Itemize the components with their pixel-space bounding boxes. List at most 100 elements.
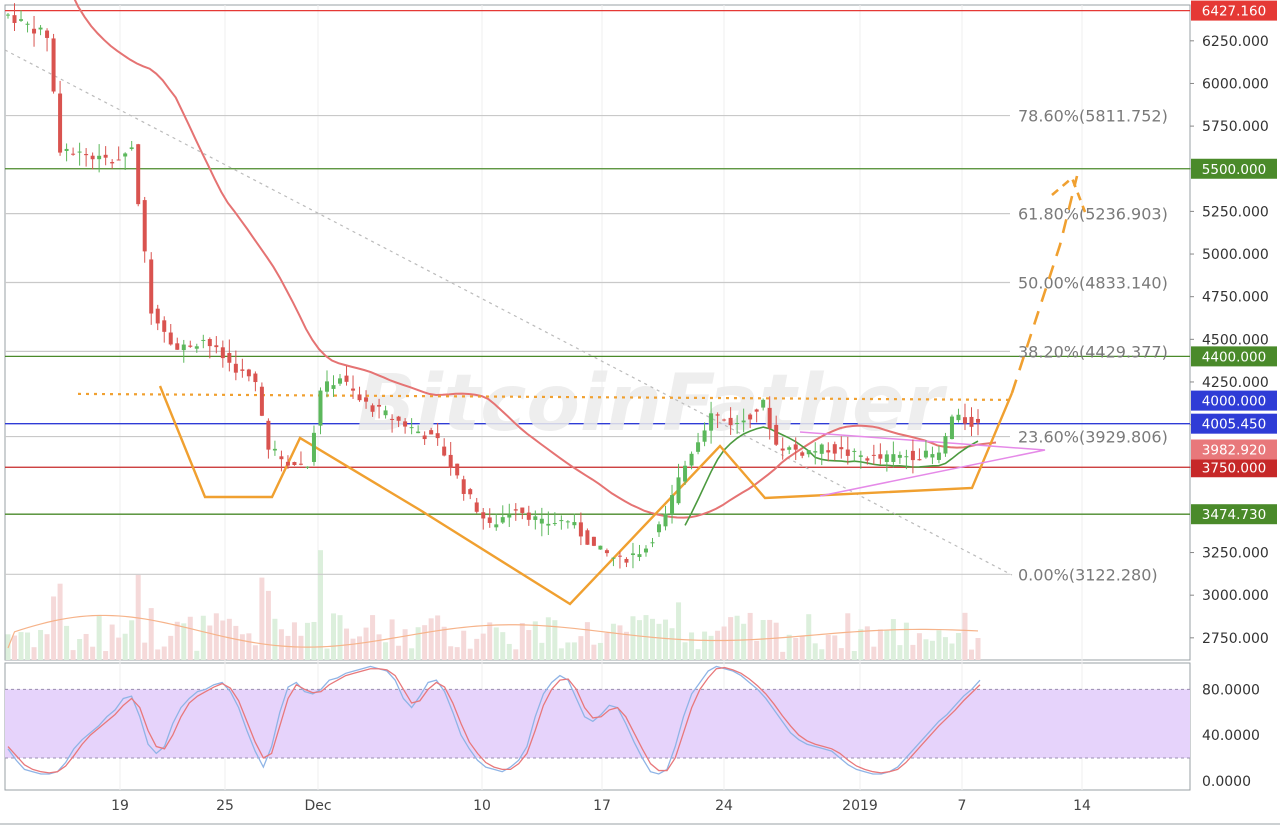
volume-bar	[77, 639, 83, 660]
volume-bar	[116, 637, 122, 660]
candle-body	[526, 512, 531, 520]
stoch-tick-label: 0.0000	[1202, 774, 1251, 790]
volume-bar	[552, 620, 558, 660]
volume-bar	[513, 649, 519, 660]
volume-bar	[903, 622, 909, 660]
candle-body	[279, 456, 284, 460]
price-tick-label: 4500.000	[1202, 332, 1269, 348]
volume-bar	[734, 615, 740, 660]
price-level-tag	[1191, 457, 1277, 478]
candle-body	[676, 477, 681, 504]
volume-bar	[936, 630, 942, 660]
candle-body	[962, 417, 967, 424]
candle-body	[858, 455, 863, 457]
candle-body	[207, 339, 212, 347]
volume-bar	[851, 651, 857, 660]
candle-body	[696, 442, 701, 452]
volume-bar	[962, 612, 968, 660]
candle-body	[422, 435, 427, 440]
volume-bar	[272, 618, 278, 660]
volume-bar	[122, 633, 128, 660]
candle-body	[715, 414, 720, 416]
candle-body	[793, 444, 798, 450]
candle-body	[58, 93, 63, 153]
volume-layer	[5, 550, 981, 660]
candle-body	[25, 23, 30, 25]
volume-bar	[480, 633, 486, 660]
candle-body	[611, 557, 616, 559]
candle-body	[253, 373, 258, 383]
volume-bar	[584, 622, 590, 660]
fib-level-label: 50.00%(4833.140)	[1018, 273, 1168, 292]
candle-body	[97, 155, 102, 160]
volume-bar	[741, 623, 747, 660]
candle-body	[735, 422, 740, 424]
volume-bar	[31, 647, 37, 660]
candle-body	[51, 38, 56, 92]
volume-bar	[786, 634, 792, 660]
volume-bar	[493, 627, 499, 660]
price-tag	[1191, 439, 1277, 460]
candle-body	[650, 542, 655, 544]
price-level-tag-label: 6427.160	[1202, 4, 1266, 20]
volume-bar	[213, 613, 219, 660]
volume-bar	[285, 635, 291, 660]
candle-body	[84, 154, 89, 156]
price-tick-label: 4750.000	[1202, 290, 1269, 306]
candle-body	[155, 308, 160, 324]
price-level-tag	[1191, 413, 1277, 434]
candle-body	[871, 454, 876, 456]
descending-trendline	[4, 49, 1013, 576]
candle-body	[552, 523, 557, 525]
volume-bar	[877, 629, 883, 660]
volume-bar	[845, 613, 851, 660]
volume-bar	[181, 623, 187, 660]
volume-bar	[389, 619, 395, 660]
volume-bar	[38, 629, 44, 660]
volume-bar	[357, 636, 363, 660]
candle-body	[429, 430, 434, 435]
symmetrical-triangle	[799, 431, 1046, 497]
volume-bar	[402, 629, 408, 660]
candle-body	[559, 520, 564, 522]
volume-bar	[376, 634, 382, 660]
volume-bar	[721, 626, 727, 660]
candle-body	[930, 454, 935, 458]
candle-body	[129, 147, 134, 150]
volume-bar	[799, 636, 805, 660]
price-tick-label: 5250.000	[1202, 204, 1269, 220]
volume-bar	[324, 648, 330, 660]
volume-bar	[331, 613, 337, 660]
candle-body	[311, 432, 316, 462]
candle-body	[910, 450, 915, 461]
fibonacci-levels: 78.60%(5811.752) 61.80%(5236.903) 50.00%(4…	[5, 107, 1168, 584]
volume-bar	[174, 621, 180, 660]
candle-body	[474, 502, 479, 512]
candle-body	[272, 448, 277, 451]
candle-body	[487, 517, 492, 523]
volume-bar	[383, 642, 389, 660]
volume-bar	[129, 620, 135, 660]
volume-bar	[975, 638, 981, 660]
candle-body	[370, 405, 375, 412]
price-level-tag	[1191, 346, 1277, 367]
stoch-k-line	[7, 665, 981, 775]
price-tag	[1191, 390, 1277, 411]
candle-body	[116, 159, 121, 161]
candle-body	[448, 454, 453, 468]
price-tag-label: 4000.000	[1202, 394, 1266, 410]
candle-body	[806, 450, 811, 455]
volume-bar	[591, 644, 597, 660]
volume-bar	[207, 625, 213, 660]
volume-bar	[689, 632, 695, 660]
price-level-tag-label: 4400.000	[1202, 349, 1266, 365]
volume-bar	[415, 627, 421, 660]
stoch-tick-label: 80.0000	[1202, 682, 1260, 698]
candle-body	[149, 259, 154, 314]
volume-bar	[70, 650, 76, 660]
candle-body	[461, 479, 466, 494]
volume-bar	[676, 602, 682, 660]
candle-body	[110, 162, 115, 164]
candle-body	[832, 444, 837, 454]
